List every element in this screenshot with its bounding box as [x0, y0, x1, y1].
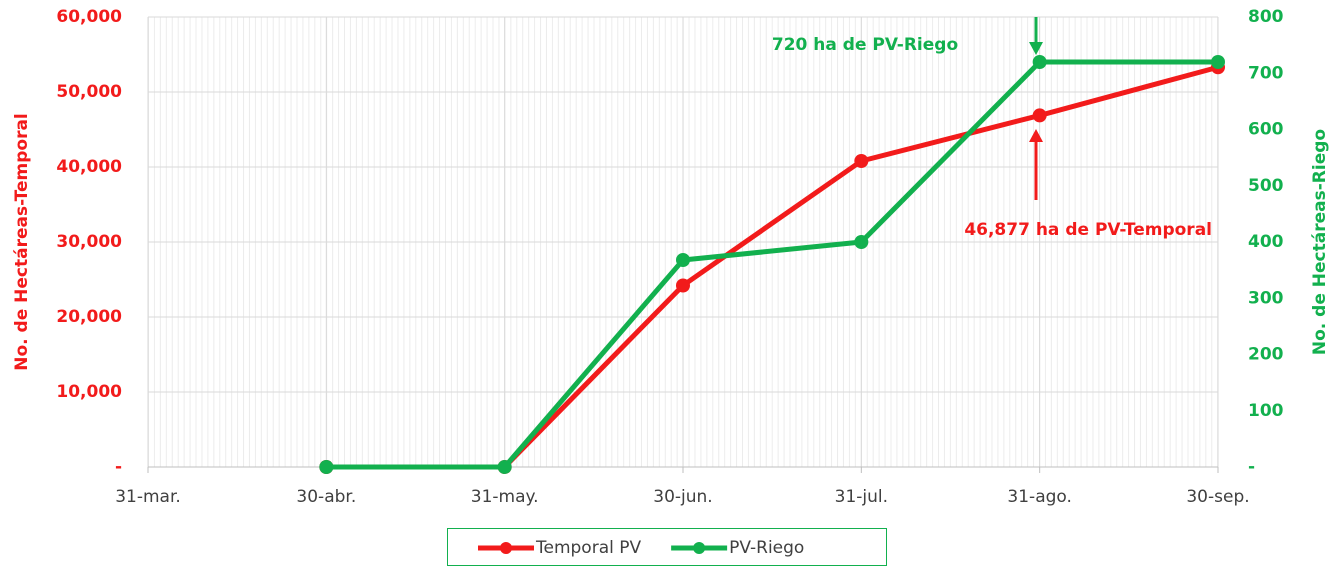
y2-tick-label: - [1248, 457, 1255, 477]
y-tick-label: 60,000 [56, 7, 122, 27]
point [1211, 55, 1225, 69]
y2-tick-label: 500 [1248, 176, 1284, 196]
x-tick-label: 31-ago. [1007, 487, 1071, 507]
y-tick-label: 40,000 [56, 157, 122, 177]
y-tick-label: 30,000 [56, 232, 122, 252]
arrow [1029, 17, 1043, 55]
point [676, 253, 690, 267]
series-line [326, 59, 1218, 470]
annotation: 720 ha de PV-Riego [772, 35, 958, 55]
x-tick-label: 30-jun. [653, 487, 712, 507]
y2-tick-label: 300 [1248, 288, 1284, 308]
point [854, 154, 869, 168]
y-tick-label: 10,000 [56, 382, 122, 402]
y-tick-label: 50,000 [56, 82, 122, 102]
y2-tick-label: 800 [1248, 7, 1284, 27]
y2-axis-title: No. de Hectáreas-Riego [1310, 129, 1330, 355]
point [854, 235, 869, 249]
point [1032, 108, 1047, 123]
x-tick-label: 31-jul. [835, 487, 888, 507]
arrow [1029, 129, 1043, 200]
legend-label: Temporal PV [535, 538, 641, 558]
x-tick-label: 30-sep. [1186, 487, 1249, 507]
annotation: 46,877 ha de PV-Temporal [964, 220, 1212, 240]
y-tick-label: 20,000 [56, 307, 122, 327]
y2-tick-label: 600 [1248, 120, 1284, 140]
legend-label: PV-Riego [729, 538, 804, 558]
x-tick-label: 31-mar. [115, 487, 181, 507]
point [319, 460, 334, 474]
point [1032, 55, 1047, 69]
y2-tick-label: 100 [1248, 401, 1284, 421]
y2-tick-label: 700 [1248, 63, 1284, 83]
y-tick-label: - [115, 457, 122, 477]
legend-marker [500, 542, 512, 554]
point [497, 460, 512, 474]
point [676, 278, 690, 293]
x-tick-label: 30-abr. [296, 487, 356, 507]
y2-tick-label: 400 [1248, 232, 1284, 252]
y-axis-title: No. de Hectáreas-Temporal [12, 113, 32, 371]
y2-tick-label: 200 [1248, 345, 1284, 365]
x-tick-label: 31-may. [471, 487, 539, 507]
legend-marker [693, 542, 706, 554]
